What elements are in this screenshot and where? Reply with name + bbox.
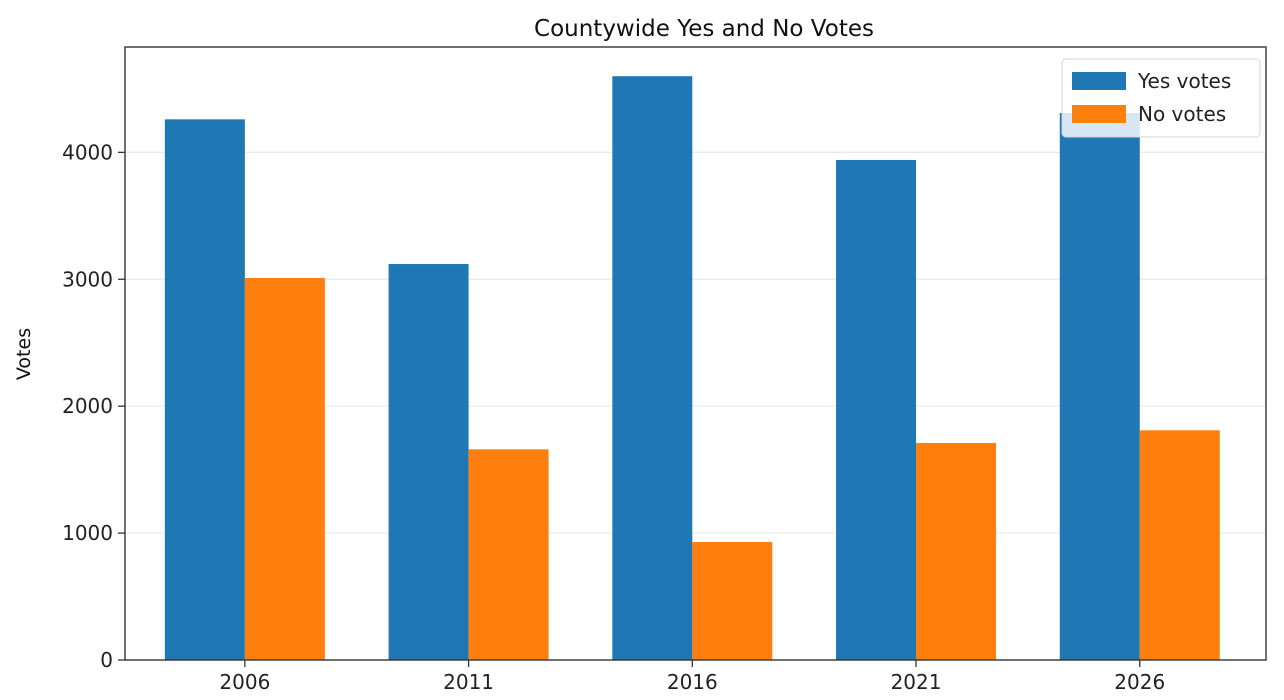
bars xyxy=(164,76,1220,661)
y-tick-label: 4000 xyxy=(62,140,113,164)
x-tick-label: 2026 xyxy=(1114,670,1165,694)
legend-label-yes-votes: Yes votes xyxy=(1137,69,1231,93)
y-tick-label: 2000 xyxy=(62,394,113,418)
bar-yes-votes-2016 xyxy=(612,76,693,660)
bar-no-votes-2006 xyxy=(244,277,325,660)
y-tick-label: 0 xyxy=(100,648,113,672)
bar-yes-votes-2026 xyxy=(1059,112,1140,661)
y-tick-label: 3000 xyxy=(62,267,113,291)
legend-label-no-votes: No votes xyxy=(1138,102,1226,126)
legend-swatch-no-votes xyxy=(1072,105,1126,123)
bar-no-votes-2026 xyxy=(1139,430,1220,660)
chart-title: Countywide Yes and No Votes xyxy=(534,16,874,42)
x-tick-label: 2016 xyxy=(667,670,718,694)
plot-frame xyxy=(124,46,1267,661)
bar-yes-votes-2006 xyxy=(164,119,245,660)
bar-yes-votes-2011 xyxy=(388,264,469,660)
axes: 0 1000 2000 3000 4000 2006 2011 2016 2021 2026 xyxy=(62,46,1267,694)
y-tick-label: 1000 xyxy=(62,521,113,545)
x-tick-label: 2006 xyxy=(219,670,270,694)
bar-no-votes-2021 xyxy=(916,442,997,660)
bar-yes-votes-2021 xyxy=(836,159,917,660)
bar-no-votes-2011 xyxy=(468,449,549,660)
bar-no-votes-2016 xyxy=(692,541,773,660)
legend-swatch-yes-votes xyxy=(1072,72,1126,90)
x-tick-label: 2021 xyxy=(891,670,942,694)
x-tick-label: 2011 xyxy=(443,670,494,694)
y-axis-label: Votes xyxy=(13,328,35,380)
legend: Yes votes No votes xyxy=(1061,58,1261,138)
